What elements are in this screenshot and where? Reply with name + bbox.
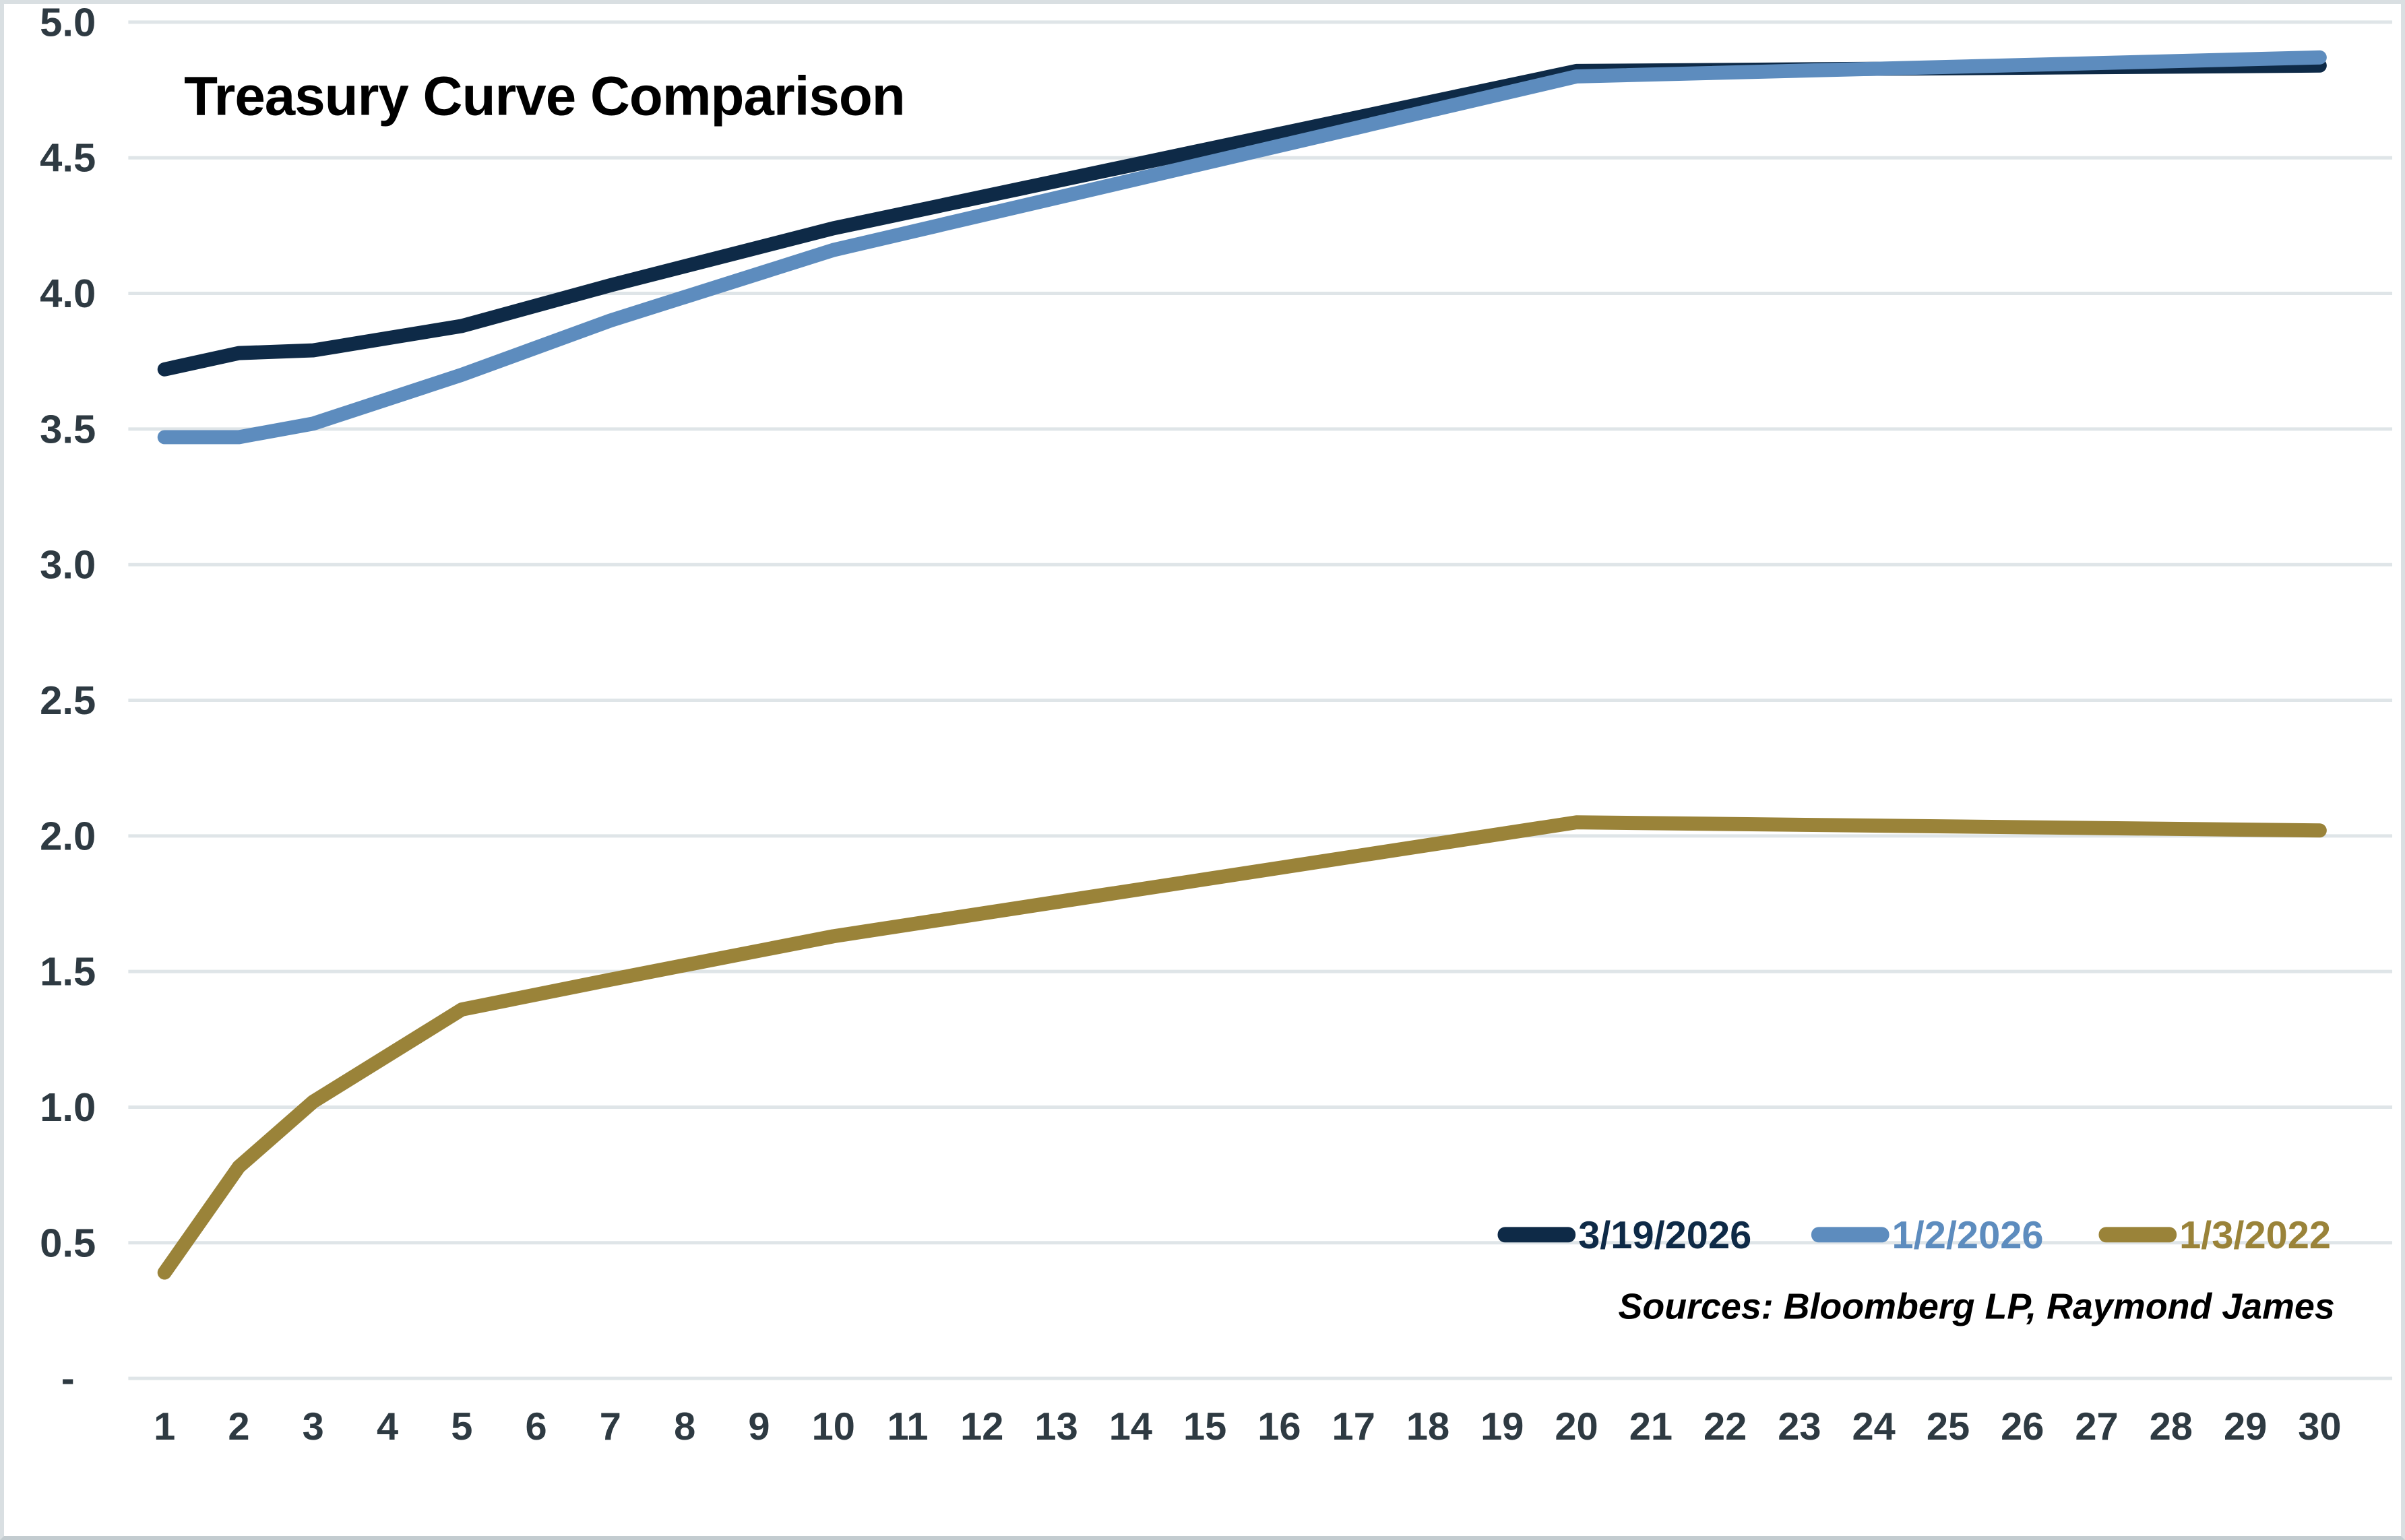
x-tick-label: 17 [1332, 1405, 1375, 1448]
legend-swatch-1-2-2026 [1811, 1227, 1889, 1243]
x-tick-label: 19 [1480, 1405, 1524, 1448]
x-tick-label: 22 [1704, 1405, 1747, 1448]
x-axis-tick-labels: 1 2 3 4 5 6 7 8 9 10 11 12 13 14 15 16 17 18 19 20 21 22 23 24 2… [154, 1405, 2341, 1448]
x-tick-label: 25 [1927, 1405, 1970, 1448]
x-tick-label: 16 [1257, 1405, 1301, 1448]
x-tick-label: 11 [887, 1405, 928, 1448]
x-tick-label: 27 [2075, 1405, 2118, 1448]
x-tick-label: 13 [1034, 1405, 1077, 1448]
x-tick-label: 5 [451, 1405, 472, 1448]
legend-swatch-3-19-2026 [1497, 1227, 1576, 1243]
x-tick-label: 21 [1629, 1405, 1673, 1448]
x-tick-label: 14 [1109, 1405, 1152, 1448]
x-tick-label: 6 [526, 1405, 547, 1448]
y-tick-label: 4.5 [40, 135, 96, 181]
x-tick-label: 4 [377, 1405, 398, 1448]
x-tick-label: 20 [1555, 1405, 1598, 1448]
x-tick-label: 28 [2150, 1405, 2193, 1448]
y-tick-label: 3.0 [40, 542, 96, 587]
legend-label-3-19-2026: 3/19/2026 [1578, 1214, 1751, 1257]
series-lines [157, 50, 2327, 1280]
x-tick-label: 24 [1852, 1405, 1896, 1448]
series-line-3-19-2026 [157, 58, 2327, 377]
y-axis-tick-labels: 5.0 4.5 4.0 3.5 3.0 2.5 2.0 1.5 1.0 0.5 - [40, 4, 96, 1401]
gridlines [128, 20, 2393, 1380]
x-tick-label: 2 [228, 1405, 249, 1448]
series-line-1-3-2022 [157, 815, 2327, 1280]
x-tick-label: 3 [303, 1405, 324, 1448]
y-tick-label: 3.5 [40, 406, 96, 451]
series-line-1-2-2026 [157, 50, 2327, 445]
y-tick-label: - [61, 1356, 75, 1401]
x-tick-label: 30 [2298, 1405, 2341, 1448]
x-tick-label: 10 [812, 1405, 855, 1448]
y-tick-label: 2.0 [40, 813, 96, 858]
legend: 3/19/2026 1/2/2026 1/3/2022 [1497, 1214, 2331, 1257]
x-tick-label: 9 [748, 1405, 770, 1448]
x-tick-label: 12 [960, 1405, 1003, 1448]
x-tick-label: 26 [2001, 1405, 2044, 1448]
y-tick-label: 2.5 [40, 678, 96, 723]
chart-title: Treasury Curve Comparison [184, 65, 905, 127]
x-tick-label: 8 [674, 1405, 695, 1448]
x-tick-label: 1 [154, 1405, 175, 1448]
x-tick-label: 15 [1183, 1405, 1226, 1448]
x-tick-label: 23 [1778, 1405, 1821, 1448]
y-tick-label: 5.0 [40, 4, 96, 44]
y-tick-label: 1.5 [40, 949, 96, 994]
legend-label-1-2-2026: 1/2/2026 [1892, 1214, 2044, 1257]
x-tick-label: 29 [2224, 1405, 2267, 1448]
y-tick-label: 0.5 [40, 1220, 96, 1265]
source-note: Sources: Bloomberg LP, Raymond James [1618, 1286, 2334, 1326]
x-tick-label: 7 [600, 1405, 621, 1448]
legend-label-1-3-2022: 1/3/2022 [2179, 1214, 2331, 1257]
x-tick-label: 18 [1406, 1405, 1449, 1448]
legend-swatch-1-3-2022 [2098, 1227, 2177, 1243]
y-tick-label: 4.0 [40, 271, 96, 316]
y-tick-label: 1.0 [40, 1085, 96, 1130]
